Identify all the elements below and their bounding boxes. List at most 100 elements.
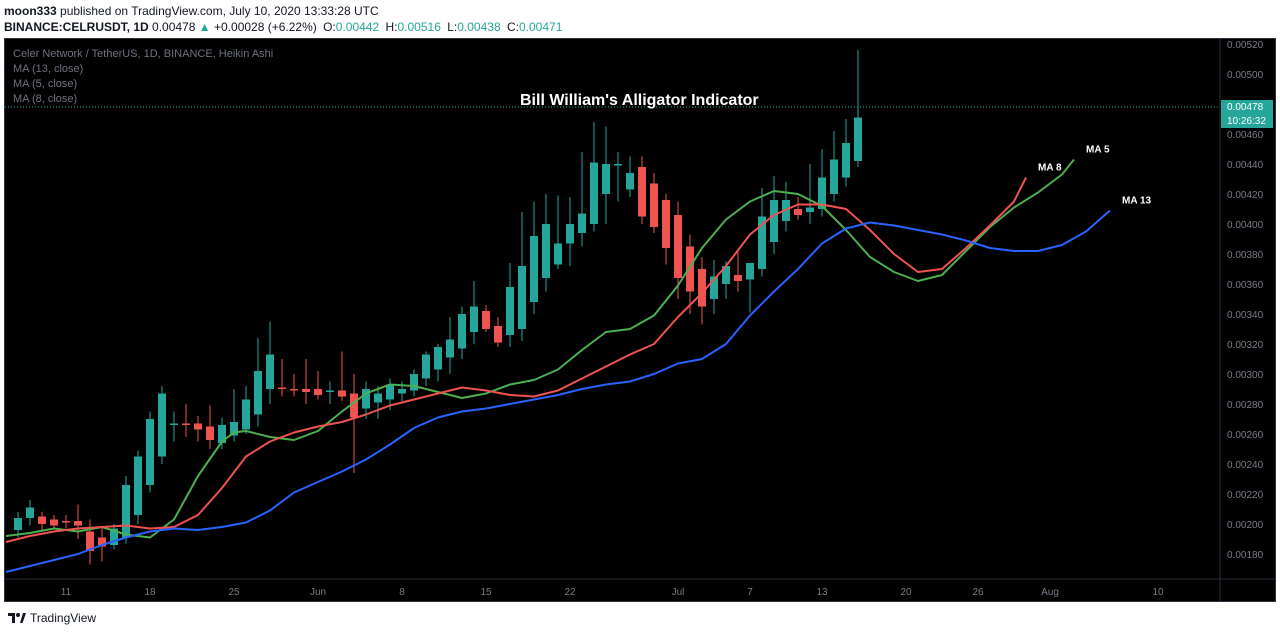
candle-body[interactable] (842, 143, 850, 178)
candle-body[interactable] (758, 216, 766, 270)
candle-body[interactable] (854, 117, 862, 162)
candle-body[interactable] (710, 276, 718, 300)
candle-body[interactable] (686, 246, 694, 292)
candle-body[interactable] (602, 164, 610, 194)
candle-body[interactable] (350, 393, 358, 418)
candle-body[interactable] (482, 311, 490, 329)
candle-body[interactable] (170, 423, 178, 426)
tradingview-logo[interactable]: TradingView (8, 611, 96, 625)
candle-body[interactable] (746, 263, 754, 280)
symbol-line: BINANCE:CELRUSDT, 1D 0.00478 ▲ +0.00028 … (4, 20, 562, 34)
candle-body[interactable] (254, 371, 262, 415)
candlestick-chart[interactable]: 0.00180 0.00200 0.00220 0.00240 0.00260 0.002… (5, 39, 1275, 601)
close-label: C: (506, 20, 519, 34)
candle-body[interactable] (578, 213, 586, 234)
candle-body[interactable] (218, 425, 226, 443)
candle-body[interactable] (386, 384, 394, 400)
candle-body[interactable] (506, 287, 514, 335)
candle-body[interactable] (14, 518, 22, 530)
candle-body[interactable] (194, 423, 202, 430)
candle-body[interactable] (674, 215, 682, 278)
ma-line[interactable] (5, 158, 1075, 539)
candle-body[interactable] (422, 354, 430, 379)
candle-body[interactable] (794, 209, 802, 215)
price-tick-label: 0.00360 (1227, 280, 1264, 291)
candle-body[interactable] (566, 224, 574, 244)
candle-body[interactable] (614, 164, 622, 166)
candle-body[interactable] (122, 485, 130, 538)
candle-body[interactable] (362, 389, 370, 409)
candle-body[interactable] (446, 339, 454, 358)
candle-body[interactable] (470, 306, 478, 333)
ma-series-label: MA 13 (1122, 196, 1152, 207)
candle-body[interactable] (146, 419, 154, 485)
candle-body[interactable] (206, 426, 214, 441)
candle-body[interactable] (770, 200, 778, 242)
candle-body[interactable] (242, 399, 250, 430)
ma-line[interactable] (5, 177, 1027, 543)
high-value: 0.00516 (397, 20, 441, 34)
candle-body[interactable] (26, 507, 34, 519)
candle-body[interactable] (434, 347, 442, 370)
candle-body[interactable] (590, 162, 598, 225)
candle-body[interactable] (494, 326, 502, 343)
candle-body[interactable] (818, 177, 826, 210)
time-tick-label: Jul (672, 587, 685, 598)
candle-body[interactable] (518, 266, 526, 329)
candle-body[interactable] (38, 516, 46, 525)
candle-body[interactable] (278, 387, 286, 390)
candle-body[interactable] (398, 389, 406, 394)
candle-body[interactable] (182, 423, 190, 426)
candle-body[interactable] (662, 200, 670, 248)
candle-body[interactable] (338, 390, 346, 397)
legend-ma8[interactable]: MA (8, close) (13, 93, 78, 105)
price-tick-label: 0.00400 (1227, 220, 1264, 231)
candle-body[interactable] (806, 207, 814, 213)
candle-body[interactable] (626, 173, 634, 190)
price-tick-label: 0.00520 (1227, 40, 1264, 51)
candle-body[interactable] (290, 389, 298, 391)
candle-body[interactable] (554, 243, 562, 265)
price-tick-label: 0.00300 (1227, 370, 1264, 381)
candle-body[interactable] (158, 393, 166, 457)
price-tick-label: 0.00380 (1227, 250, 1264, 261)
publish-header: moon333 published on TradingView.com, Ju… (0, 0, 1280, 38)
candle-body[interactable] (638, 167, 646, 217)
candle-body[interactable] (542, 224, 550, 278)
legend-title: Celer Network / TetherUS, 1D, BINANCE, H… (13, 48, 274, 60)
candle-body[interactable] (734, 275, 742, 281)
chart-background (5, 39, 1275, 601)
author-name[interactable]: moon333 (4, 4, 57, 18)
candle-body[interactable] (230, 422, 238, 436)
candle-body[interactable] (110, 528, 118, 546)
ma-line[interactable] (5, 209, 1111, 573)
candle-body[interactable] (266, 354, 274, 390)
time-tick-label: 26 (972, 587, 984, 598)
legend-ma5[interactable]: MA (5, close) (13, 78, 78, 90)
low-label: L: (447, 20, 458, 34)
candle-body[interactable] (458, 314, 466, 349)
candle-body[interactable] (326, 390, 334, 393)
candle-body[interactable] (302, 389, 310, 392)
candle-body[interactable] (722, 266, 730, 284)
candle-body[interactable] (134, 456, 142, 516)
candle-body[interactable] (98, 537, 106, 547)
candle-body[interactable] (698, 269, 706, 307)
tradingview-brand: TradingView (30, 611, 97, 625)
candle-body[interactable] (74, 521, 82, 526)
time-tick-label: 8 (399, 587, 405, 598)
candle-body[interactable] (410, 374, 418, 391)
legend-ma13[interactable]: MA (13, close) (13, 63, 84, 75)
candle-body[interactable] (50, 519, 58, 526)
publish-info: published on TradingView.com, July 10, 2… (60, 4, 379, 18)
candle-body[interactable] (86, 531, 94, 552)
candle-body[interactable] (314, 389, 322, 395)
time-tick-label: 11 (61, 587, 72, 598)
chart-panel[interactable]: 0.00180 0.00200 0.00220 0.00240 0.00260 0.002… (4, 38, 1276, 602)
candle-body[interactable] (374, 393, 382, 403)
open-label: O: (323, 20, 336, 34)
candle-body[interactable] (830, 159, 838, 195)
candle-body[interactable] (650, 183, 658, 228)
candle-body[interactable] (530, 236, 538, 302)
candle-body[interactable] (62, 521, 70, 523)
